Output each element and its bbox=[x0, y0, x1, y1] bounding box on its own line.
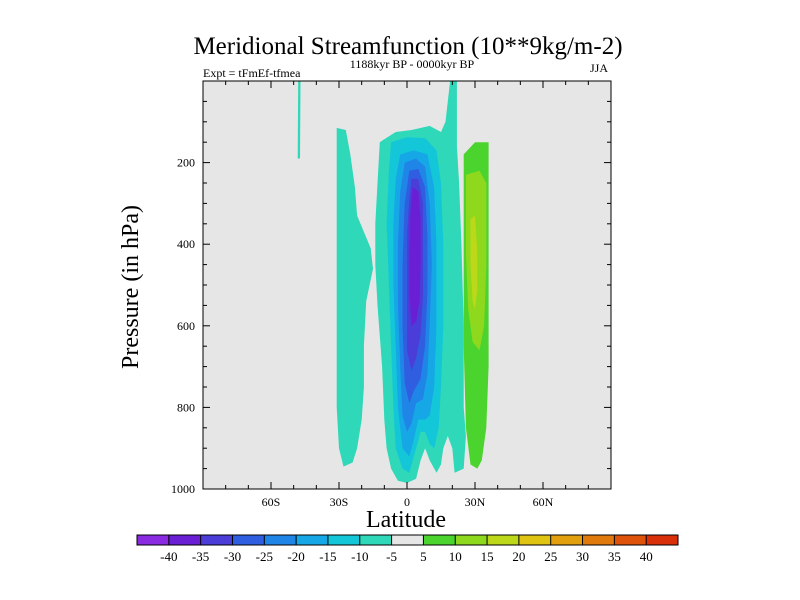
chart-figure: Meridional Streamfunction (10**9kg/m-2) … bbox=[0, 0, 800, 600]
colorbar-swatch bbox=[646, 535, 678, 545]
x-tick-label: 30N bbox=[465, 495, 486, 509]
left-label: Expt = tFmEf-tfmea bbox=[203, 66, 301, 80]
colorbar-swatch bbox=[201, 535, 233, 545]
colorbar-swatch bbox=[423, 535, 455, 545]
colorbar-swatch bbox=[583, 535, 615, 545]
y-tick-label: 1000 bbox=[171, 482, 195, 496]
y-tick-label: 600 bbox=[177, 319, 195, 333]
colorbar-label: -40 bbox=[160, 549, 177, 564]
colorbar-swatch bbox=[137, 535, 169, 545]
colorbar-swatch bbox=[487, 535, 519, 545]
colorbar-label: 10 bbox=[449, 549, 462, 564]
x-axis-label: Latitude bbox=[366, 507, 446, 533]
colorbar-swatch bbox=[296, 535, 328, 545]
colorbar-label: 30 bbox=[576, 549, 589, 564]
colorbar-label: -20 bbox=[287, 549, 304, 564]
colorbar-swatch bbox=[360, 535, 392, 545]
colorbar-swatch bbox=[392, 535, 424, 545]
colorbar: -40 -35 -30 -25 -20 -15 -10 -5 5 10 15 20 25 30 35 40 bbox=[137, 535, 678, 564]
colorbar-swatch bbox=[169, 535, 201, 545]
colorbar-label: 35 bbox=[608, 549, 621, 564]
colorbar-label: 20 bbox=[512, 549, 525, 564]
right-label: JJA bbox=[590, 61, 608, 75]
y-axis-label: Pressure (in hPa) bbox=[118, 205, 144, 369]
center-label: 1188kyr BP - 0000kyr BP bbox=[350, 57, 475, 71]
x-tick-label: 60S bbox=[262, 495, 281, 509]
colorbar-label: -30 bbox=[224, 549, 241, 564]
colorbar-label: -10 bbox=[351, 549, 368, 564]
colorbar-swatch bbox=[455, 535, 487, 545]
colorbar-label: 40 bbox=[640, 549, 653, 564]
y-tick-label: 200 bbox=[177, 156, 195, 170]
colorbar-swatch bbox=[328, 535, 360, 545]
colorbar-swatch bbox=[264, 535, 296, 545]
colorbar-swatch bbox=[232, 535, 264, 545]
x-tick-label: 30S bbox=[330, 495, 349, 509]
colorbar-label: 5 bbox=[420, 549, 427, 564]
colorbar-label: 25 bbox=[544, 549, 557, 564]
chart-title: Meridional Streamfunction (10**9kg/m-2) bbox=[193, 33, 622, 60]
colorbar-swatch bbox=[614, 535, 646, 545]
colorbar-swatch bbox=[519, 535, 551, 545]
colorbar-label: -25 bbox=[256, 549, 273, 564]
colorbar-label: -5 bbox=[386, 549, 397, 564]
colorbar-label: -35 bbox=[192, 549, 209, 564]
y-tick-label: 400 bbox=[177, 237, 195, 251]
colorbar-swatch bbox=[551, 535, 583, 545]
y-tick-label: 800 bbox=[177, 400, 195, 414]
colorbar-label: 15 bbox=[481, 549, 494, 564]
x-tick-label: 60N bbox=[533, 495, 554, 509]
colorbar-label: -15 bbox=[319, 549, 336, 564]
